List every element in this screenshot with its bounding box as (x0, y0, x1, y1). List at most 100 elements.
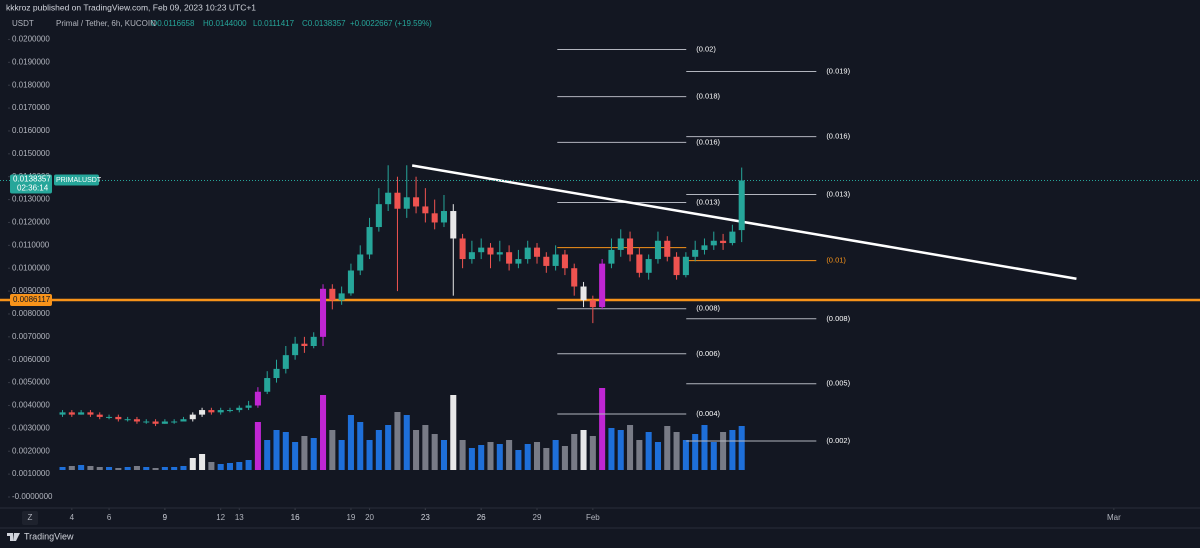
volume-bar (124, 467, 131, 470)
volume-bar (720, 432, 727, 470)
candle-body (199, 410, 206, 415)
y-tick-label: 0.0090000 (12, 286, 50, 295)
y-tick-label: 0.0120000 (12, 218, 50, 227)
y-tick-label: 0.0160000 (12, 126, 50, 135)
volume-bar (180, 466, 187, 470)
y-tick-label: 0.0110000 (12, 240, 50, 249)
ohlc-value: C0.0138357 (302, 19, 346, 28)
x-tick-label: 20 (365, 513, 374, 522)
volume-bar (533, 442, 541, 470)
candle-body (320, 288, 327, 337)
x-tick-label: 23 (421, 513, 430, 522)
y-tick-label: 0.0200000 (12, 35, 50, 44)
y-tick-label: 0.0190000 (12, 57, 50, 66)
y-tick-label: 0.0130000 (12, 195, 50, 204)
y-tick-label: 0.0050000 (12, 378, 50, 387)
brand: TradingView (24, 531, 74, 541)
candle-body (171, 421, 178, 423)
y-tick-label: 0.0070000 (12, 332, 50, 341)
candle-body (59, 412, 66, 415)
volume-bar (580, 430, 587, 470)
volume-bar (292, 442, 299, 470)
volume-bar (729, 430, 736, 470)
x-tick-label: 16 (291, 513, 300, 522)
y-tick-label: 0.0100000 (12, 263, 50, 272)
x-tick-label: 26 (477, 513, 486, 522)
candle-body (310, 336, 317, 346)
volume-bar (422, 425, 429, 470)
volume-bar (524, 444, 531, 470)
volume-bar (645, 432, 652, 470)
volume-bar (459, 440, 466, 470)
candle-body (124, 419, 131, 421)
volume-bar (273, 430, 280, 470)
candle-body (617, 238, 624, 250)
ohlc-value: H0.0144000 (203, 19, 247, 28)
volume-bar (552, 440, 559, 470)
x-tick-label: 23 (421, 513, 430, 522)
level-label: (0.004) (696, 409, 720, 418)
volume-bar (357, 422, 364, 470)
volume-bar (152, 468, 159, 470)
volume-bar (450, 395, 457, 470)
candle-body (440, 211, 447, 223)
candle-body (329, 288, 336, 301)
volume-bar (264, 440, 271, 470)
zoom-button-label[interactable]: Z (28, 513, 33, 522)
volume-bar (710, 442, 717, 470)
candle-body (264, 378, 271, 392)
candle-body (599, 263, 606, 308)
candle-body (543, 256, 550, 266)
volume-bar (673, 432, 680, 470)
volume-bar (171, 467, 178, 470)
ohlc-value: +0.0022667 (+19.59%) (350, 19, 432, 28)
candle-body (254, 391, 261, 406)
support-label: 0.0086117 (13, 295, 51, 304)
candle-body (236, 407, 243, 411)
candle-body (720, 240, 727, 244)
candle-body (180, 419, 187, 422)
level-label: (0.016) (826, 132, 850, 141)
ohlc-value: L0.0111417 (253, 19, 295, 28)
candle-body (459, 238, 466, 260)
volume-bar (133, 466, 140, 470)
x-tick-label: 4 (70, 513, 75, 522)
volume-bar (189, 458, 196, 470)
volume-bar (59, 467, 66, 470)
y-tick-label: 0.0060000 (12, 355, 50, 364)
candle-body (282, 355, 289, 369)
volume-bar (115, 468, 122, 470)
volume-bar (338, 440, 345, 470)
y-tick-label: 0.0030000 (12, 423, 50, 432)
volume-bar (682, 440, 689, 470)
candle-body (133, 419, 140, 422)
volume-bar (385, 425, 392, 470)
y-tick-label: 0.0150000 (12, 149, 50, 158)
volume-bar (599, 388, 606, 470)
volume-bar (347, 415, 354, 470)
level-label: (0.018) (696, 92, 720, 101)
symbol: Primal / Tether, 6h, KUCOIN (56, 19, 156, 28)
volume-bar (96, 467, 103, 470)
y-tick-label: 0.0020000 (12, 446, 50, 455)
candle-body (431, 213, 438, 223)
x-tick-label: 29 (533, 513, 542, 522)
volume-bar (217, 464, 224, 470)
candle-body (515, 259, 522, 264)
volume-bar (68, 466, 75, 470)
last-price-tag (10, 174, 52, 194)
tradingview-logo (7, 533, 20, 541)
candle-body (487, 247, 494, 255)
volume-bar (236, 462, 243, 470)
volume-bar (199, 454, 206, 470)
x-tick-label: Mar (1107, 513, 1121, 522)
volume-bar (701, 425, 708, 470)
zoom-button[interactable] (22, 511, 38, 525)
candle-body (394, 192, 401, 209)
candle-body (654, 240, 661, 260)
volume-bar (487, 442, 494, 470)
candle-body (645, 259, 652, 273)
volume-bar (440, 440, 447, 470)
logo-mark (7, 533, 20, 541)
